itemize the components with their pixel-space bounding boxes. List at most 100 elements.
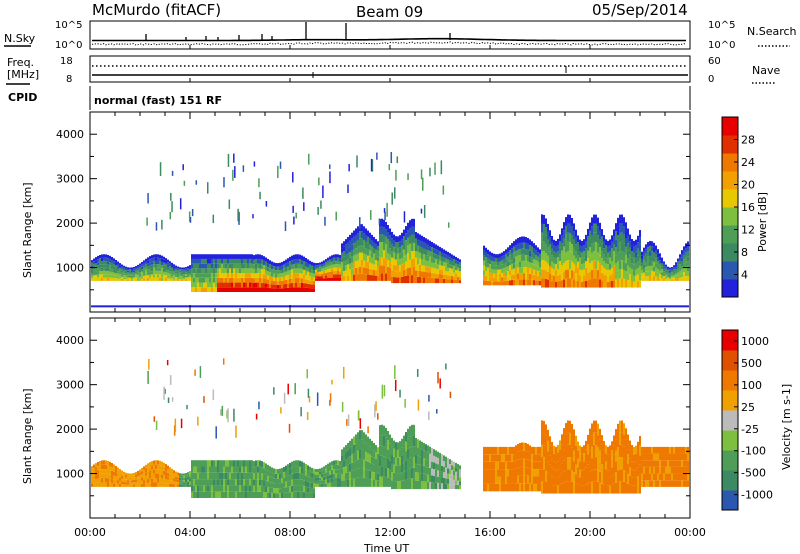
power-cell [535,255,537,261]
velocity-cell [431,447,433,455]
velocity-cell [431,475,433,483]
power-cell [211,268,213,274]
power-ylabel: Slant Range [km] [21,182,34,278]
power-cell [659,277,661,281]
velocity-cell [637,484,639,494]
velocity-cell [513,454,515,462]
velocity-cell [679,473,681,481]
velocity-cell [663,473,665,481]
power-cell [321,261,323,265]
power-cell [157,257,159,261]
power-cell [343,251,345,257]
power-cell [633,264,635,271]
velocity-cell [263,474,265,481]
velocity-cell [533,469,535,477]
power-cell [381,249,383,258]
velocity-cell [291,473,293,480]
velocity-cell [409,447,411,458]
power-cell [409,275,411,284]
power-cell [281,269,283,274]
power-cell [637,255,639,262]
velocity-cell [233,466,235,473]
power-cell [559,280,561,288]
velocity-cell [519,483,521,492]
velocity-cell [239,472,241,480]
velocity-cell [435,482,437,490]
velocity-cell [145,468,147,473]
power-cell [151,268,153,272]
power-cell [163,271,165,275]
velocity-cell [347,450,349,458]
velocity-cell [435,469,437,477]
velocity-cell [115,465,117,470]
velocity-cell [645,480,647,487]
power-cell [267,287,269,292]
power-cell [273,269,275,274]
power-cell [497,261,499,266]
velocity-cell [487,446,489,455]
velocity-cell [611,450,613,459]
velocity-cell [647,466,649,474]
power-cell [415,251,417,258]
power-cell [125,273,127,276]
velocity-cell [527,467,529,476]
power-cell [333,257,335,262]
velocity-cell [313,493,315,498]
velocity-scatter [428,394,430,402]
velocity-cell [141,474,143,478]
velocity-cell [405,441,407,452]
power-cell [125,270,127,273]
power-cell [229,268,231,274]
power-cell [615,247,617,256]
power-cell [637,268,639,275]
velocity-cell [393,440,395,449]
power-cell [595,269,597,279]
power-cell [433,278,435,284]
power-cell [265,266,267,271]
velocity-cell [515,483,517,492]
velocity-cell [645,446,647,454]
power-cell [155,257,157,261]
power-cell [685,266,687,272]
power-cell [501,268,503,274]
velocity-cell [515,460,517,469]
power-cell [553,269,555,276]
power-cell [131,275,133,278]
power-cell [583,257,585,264]
power-cell [299,287,301,292]
power-cell [531,246,533,253]
velocity-cell [491,446,493,455]
power-cell [347,269,349,276]
velocity-cell [637,450,639,460]
power-cell [615,223,617,232]
velocity-cell [495,476,497,484]
velocity-cell [195,460,197,467]
power-cell [361,245,363,253]
power-cell [385,221,387,230]
power-cell [167,278,169,281]
velocity-cell [601,444,603,455]
power-cell [637,242,639,249]
power-cell [219,263,221,269]
velocity-cell [385,467,387,478]
power-cell [183,269,185,271]
power-cell [241,254,243,259]
velocity-cell [529,483,531,492]
power-cell [587,243,589,251]
velocity-cell [433,475,435,483]
velocity-cell [237,460,239,467]
power-cell [269,288,271,292]
velocity-cell [543,445,545,458]
power-cell [391,251,393,258]
velocity-cell [663,446,665,454]
velocity-scatter [294,383,296,395]
power-cell [291,260,293,265]
velocity-cell [485,469,487,477]
power-cell [635,257,637,264]
power-cell [565,243,567,253]
power-cell [549,273,551,281]
power-cell [397,277,399,284]
velocity-cell [537,483,539,492]
power-cell [133,273,135,276]
velocity-cell [307,465,309,471]
